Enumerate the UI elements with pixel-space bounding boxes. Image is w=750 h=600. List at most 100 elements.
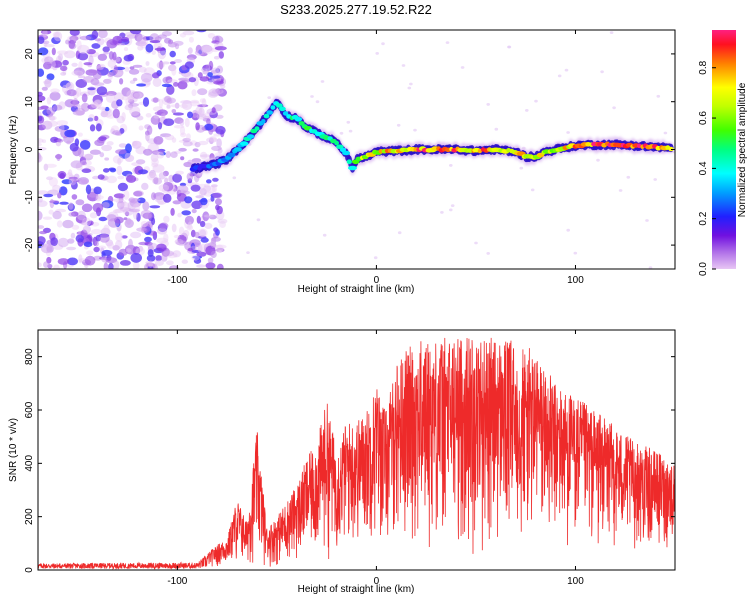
noise-blob <box>101 249 113 256</box>
noise-blob <box>44 78 52 88</box>
noise-blob <box>75 234 85 243</box>
noise-blob <box>87 87 96 91</box>
noise-blob <box>174 43 180 50</box>
ridge-core-blob <box>279 106 286 112</box>
faint-speck <box>612 106 616 110</box>
noise-blob <box>152 77 162 87</box>
noise-blob <box>85 184 92 195</box>
noise-blob <box>170 104 181 108</box>
noise-blob <box>211 67 220 76</box>
noise-blob <box>151 217 156 225</box>
noise-blob <box>92 71 102 80</box>
noise-blob <box>42 216 53 220</box>
noise-blob <box>82 225 91 234</box>
noise-blob <box>116 165 123 176</box>
noise-blob <box>43 163 49 171</box>
noise-blob <box>157 200 164 205</box>
noise-blob <box>121 235 128 239</box>
noise-blob <box>71 194 78 200</box>
noise-blob <box>212 192 223 199</box>
noise-blob <box>153 115 160 119</box>
noise-blob <box>190 99 200 104</box>
faint-speck <box>663 131 668 135</box>
noise-blob <box>67 169 73 177</box>
noise-blob <box>67 238 75 244</box>
noise-blob <box>126 34 137 39</box>
noise-blob <box>199 98 206 103</box>
noise-blob <box>189 140 198 146</box>
noise-blob <box>92 236 98 246</box>
noise-blob <box>137 45 144 51</box>
snr-frame <box>37 329 676 571</box>
noise-blob <box>43 261 49 269</box>
noise-blob <box>94 99 103 108</box>
spectrogram-marks <box>38 30 675 269</box>
noise-blob <box>62 59 69 66</box>
noise-blob <box>180 132 187 138</box>
noise-blob <box>194 49 205 56</box>
noise-blob <box>133 191 143 197</box>
y-tick-label: 10 <box>24 96 35 108</box>
noise-blob <box>196 113 207 120</box>
noise-blob <box>94 241 99 247</box>
noise-blob <box>52 31 60 38</box>
noise-blob <box>206 179 212 184</box>
faint-speck <box>310 95 314 98</box>
noise-blob <box>163 250 175 257</box>
noise-blob <box>214 46 227 51</box>
noise-blob <box>173 40 184 46</box>
noise-blob <box>46 244 54 253</box>
noise-blob <box>97 245 107 250</box>
noise-blob <box>196 30 207 33</box>
faint-speck <box>218 250 222 253</box>
faint-speck <box>600 70 604 74</box>
noise-blob <box>200 204 208 209</box>
noise-blob <box>197 72 203 79</box>
noise-blob <box>206 137 218 143</box>
noise-blob <box>209 110 218 119</box>
noise-blob <box>178 139 190 143</box>
noise-blob <box>64 50 76 59</box>
ridge-core-blob <box>282 111 289 116</box>
noise-blob <box>209 75 221 79</box>
noise-blob <box>129 103 139 107</box>
noise-blob <box>71 62 78 67</box>
faint-speck <box>656 94 661 98</box>
ridge-core-blob <box>342 150 351 156</box>
noise-blob <box>95 197 101 202</box>
faint-speck <box>413 128 417 132</box>
noise-blob <box>96 64 105 70</box>
noise-blob <box>145 261 153 265</box>
noise-blob <box>38 152 42 162</box>
colorbar-title: Normalized spectral amplitude <box>737 82 748 217</box>
x-tick-label: -100 <box>167 576 187 587</box>
noise-blob <box>202 45 214 55</box>
noise-blob <box>93 246 100 253</box>
faint-speck <box>348 129 353 133</box>
noise-blob <box>99 152 105 158</box>
noise-blob <box>161 253 168 262</box>
faint-speck <box>557 74 562 78</box>
noise-blob <box>173 124 185 129</box>
noise-blob <box>174 59 183 63</box>
noise-blob <box>188 36 194 43</box>
noise-blob <box>172 173 183 183</box>
noise-blob <box>213 55 220 60</box>
noise-blob <box>123 189 130 200</box>
noise-blob <box>197 228 208 237</box>
noise-blob <box>68 212 75 217</box>
noise-blob <box>115 56 122 64</box>
noise-blob <box>198 107 205 118</box>
noise-blob <box>89 212 98 219</box>
noise-blob <box>137 197 146 204</box>
noise-blob <box>65 81 75 92</box>
noise-blob <box>72 110 85 116</box>
noise-blob <box>146 125 153 135</box>
noise-blob <box>180 156 185 161</box>
noise-blob <box>184 117 190 128</box>
noise-blob <box>161 61 170 65</box>
faint-speck <box>460 66 465 69</box>
noise-blob <box>110 128 116 135</box>
noise-blob <box>140 220 148 228</box>
noise-blob <box>59 201 69 205</box>
